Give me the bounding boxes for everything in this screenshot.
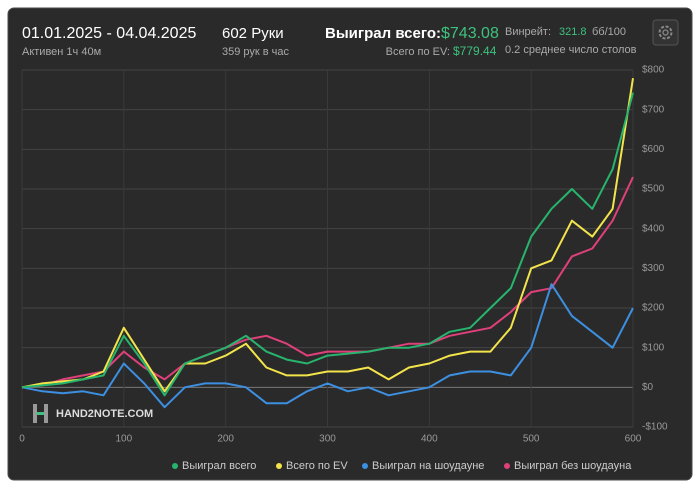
legend-item: Выиграл на шоудауне: [362, 460, 484, 472]
watermark-text: HAND2NOTE.COM: [56, 408, 153, 420]
won-label: Выиграл всего:: [325, 25, 441, 42]
legend-label: Всего по EV: [286, 460, 348, 472]
y-tick-label: $0: [642, 382, 654, 393]
ev-label: Всего по EV:: [386, 46, 450, 58]
ev-value: $779.44: [453, 44, 497, 58]
series-line: [21, 78, 634, 393]
x-tick-label: 500: [523, 434, 540, 445]
legend-item: Выиграл всего: [172, 460, 256, 472]
y-tick-label: $400: [642, 223, 665, 234]
tables: 0.2 среднее число столов: [505, 44, 637, 56]
active-time: Активен 1ч 40м: [22, 46, 101, 58]
y-tick-label: $300: [642, 263, 665, 274]
x-tick-label: 0: [19, 434, 25, 445]
legend-marker: [276, 463, 282, 469]
x-tick-label: 400: [421, 434, 438, 445]
legend-label: Выиграл на шоудауне: [372, 460, 484, 472]
series-line: [21, 283, 634, 409]
series-line: [21, 176, 634, 389]
watermark: HAND2NOTE.COM: [33, 404, 153, 423]
legend-item: Выиграл без шоудауна: [504, 460, 632, 472]
legend-item: Всего по EV: [276, 460, 348, 472]
y-tick-label: $600: [642, 144, 665, 155]
hands: 602 Руки: [222, 25, 284, 42]
legend-label: Выиграл без шоудауна: [514, 460, 632, 472]
y-tick-label: $500: [642, 184, 665, 195]
settings-button[interactable]: [652, 19, 679, 46]
date-range: 01.01.2025 - 04.04.2025: [22, 25, 196, 42]
legend-marker: [172, 463, 178, 469]
winrate-unit: бб/100: [592, 26, 626, 38]
legend-label: Выиграл всего: [182, 460, 256, 472]
legend-marker: [362, 463, 368, 469]
winrate-label: Винрейт:: [505, 26, 551, 38]
x-tick-label: 600: [625, 434, 642, 445]
y-tick-label: $100: [642, 342, 665, 353]
hands-rate: 359 рук в час: [222, 46, 290, 58]
y-tick-label: -$100: [642, 422, 668, 433]
legend-marker: [504, 463, 510, 469]
y-tick-label: $800: [642, 65, 665, 76]
won-value: $743.08: [441, 25, 499, 42]
x-tick-label: 300: [319, 434, 336, 445]
y-tick-label: $700: [642, 104, 665, 115]
x-tick-label: 200: [217, 434, 234, 445]
y-tick-label: $200: [642, 303, 665, 314]
winrate-value: 321.8: [559, 26, 587, 38]
series-line: [21, 92, 634, 397]
x-tick-label: 100: [115, 434, 132, 445]
